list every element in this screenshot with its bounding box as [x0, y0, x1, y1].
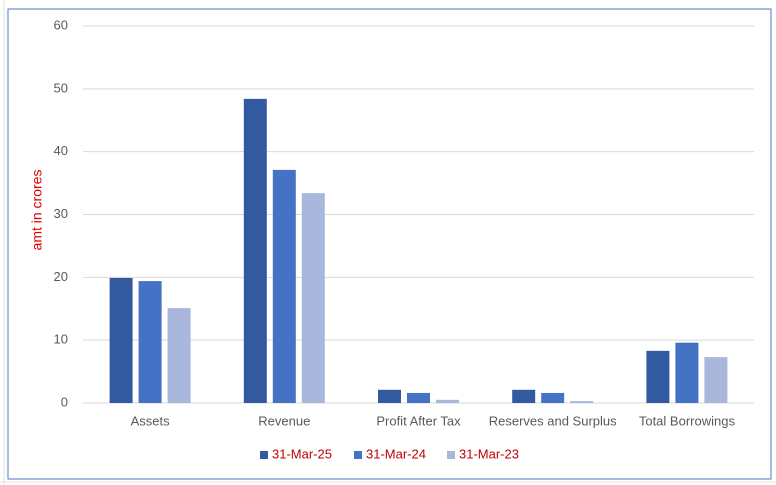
legend-swatch — [354, 451, 362, 459]
legend-label: 31-Mar-24 — [366, 446, 426, 461]
bar — [378, 389, 401, 403]
x-tick-label: Assets — [131, 413, 171, 428]
y-tick-label: 20 — [54, 269, 68, 284]
bar — [301, 193, 325, 403]
x-tick-label: Revenue — [258, 413, 310, 428]
y-tick-label: 60 — [54, 17, 68, 32]
bar — [675, 342, 699, 403]
bar — [512, 389, 536, 403]
chart-frame — [7, 8, 772, 480]
bar — [570, 401, 594, 403]
legend-label: 31-Mar-23 — [459, 446, 519, 461]
bar — [109, 277, 133, 403]
y-tick-label: 30 — [54, 206, 68, 221]
y-tick-label: 10 — [54, 332, 68, 347]
bar — [436, 399, 459, 403]
legend-label: 31-Mar-25 — [272, 446, 332, 461]
x-tick-label: Reserves and Surplus — [489, 413, 617, 428]
y-tick-label: 50 — [54, 80, 68, 95]
bar — [704, 357, 728, 403]
bar — [646, 350, 670, 403]
bar — [138, 281, 162, 403]
y-tick-label: 40 — [54, 143, 68, 158]
bar — [167, 308, 191, 403]
y-axis-label: amt in crores — [29, 170, 45, 251]
legend-swatch — [447, 451, 455, 459]
bar — [243, 98, 267, 404]
x-tick-label: Total Borrowings — [639, 413, 736, 428]
y-tick-label: 0 — [61, 394, 68, 409]
bar — [541, 392, 565, 403]
bar — [407, 392, 430, 403]
bar — [272, 169, 296, 403]
x-tick-label: Profit After Tax — [376, 413, 461, 428]
legend-swatch — [260, 451, 268, 459]
